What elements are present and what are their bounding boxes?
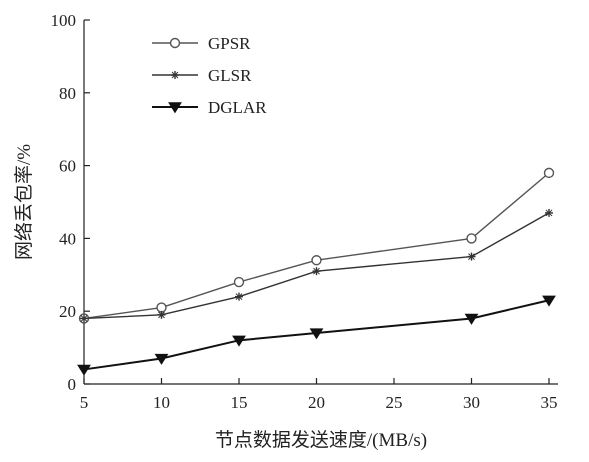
marker-stroke [313,267,320,275]
y-tick-label: 20 [59,302,76,321]
x-ticks: 5 10 15 20 25 30 35 [80,378,558,412]
x-tick-label: 10 [153,393,170,412]
marker-stroke [171,71,179,79]
data-point-dglar [232,335,246,347]
y-tick-label: 40 [59,229,76,248]
x-axis-label: 节点数据发送速度/(MB/s) [215,429,427,451]
data-point-gpsr [543,167,555,179]
data-point-glsr [467,252,476,261]
y-ticks: 0 20 40 60 80 100 [51,11,90,394]
legend: GPSR GLSR DGLAR [152,34,267,117]
marker-stroke [158,311,165,319]
data-point-glsr [545,208,553,217]
data-point-gpsr [233,276,245,288]
series-dglar [77,295,556,376]
series-group [77,167,556,376]
series-line-gpsr [83,172,550,320]
data-point-glsr [235,292,243,301]
data-point-dglar [542,295,556,307]
y-tick-label: 0 [68,375,77,394]
data-point-dglar [309,328,324,340]
data-point-gpsr [311,255,322,266]
data-point-dglar [77,364,91,376]
data-point-glsr [312,267,321,276]
marker-stroke [80,315,88,322]
x-tick-label: 5 [80,393,89,412]
marker-stroke [235,293,243,300]
data-point-dglar [154,353,169,365]
x-tick-label: 20 [308,393,325,412]
data-point-gpsr [466,233,477,244]
x-tick-label: 35 [541,393,558,412]
legend-marker [168,102,182,114]
x-tick-label: 15 [231,393,248,412]
y-tick-label: 60 [59,157,76,176]
legend-item-glsr: GLSR [152,66,252,85]
series-line-dglar [83,299,550,371]
marker-stroke [468,253,475,260]
series-gpsr [78,167,555,324]
legend-item-dglar: DGLAR [152,98,267,117]
legend-item-gpsr: GPSR [152,34,251,53]
legend-marker [171,71,179,79]
legend-marker [169,37,181,49]
marker-stroke [545,209,553,217]
data-point-dglar [464,313,479,325]
legend-label-glsr: GLSR [208,66,252,85]
data-point-gpsr [156,302,167,313]
data-point-glsr [157,310,166,319]
series-line-glsr [83,212,550,320]
legend-label-dglar: DGLAR [208,98,267,117]
legend-label-gpsr: GPSR [208,34,251,53]
y-axis-label: 网络丢包率/% [13,144,35,260]
series-glsr [80,208,553,323]
x-tick-label: 30 [463,393,480,412]
data-point-glsr [80,314,88,323]
y-tick-label: 80 [59,84,76,103]
y-tick-label: 100 [51,11,77,30]
x-tick-label: 25 [386,393,403,412]
